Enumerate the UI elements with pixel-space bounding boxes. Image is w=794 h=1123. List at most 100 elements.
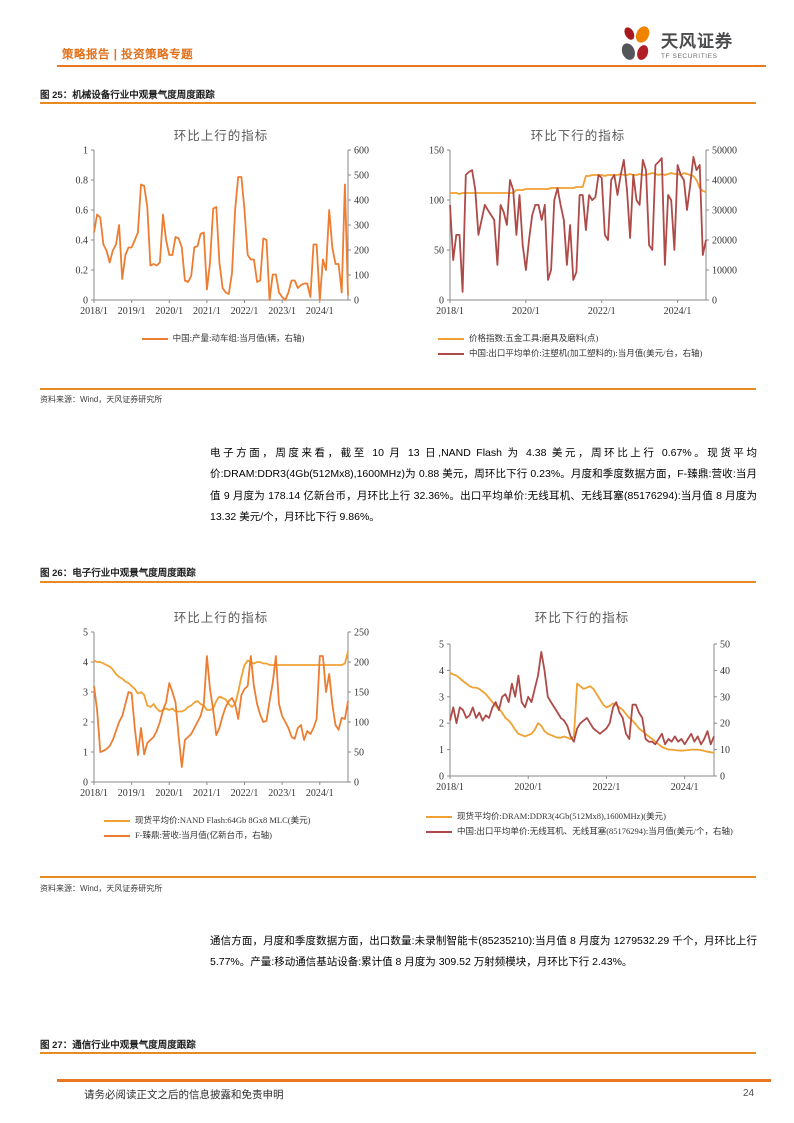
footer-divider <box>57 1079 771 1082</box>
legend-line-icon <box>104 820 130 822</box>
chart-text: 环比下行的指标 <box>535 610 630 625</box>
chart-text: 环比上行的指标 <box>174 128 269 143</box>
legend-label: 现货平均价:NAND Flash:64Gb 8Gx8 MLC(美元) <box>135 815 311 825</box>
logo-subtitle: TF SECURITIES <box>661 52 718 60</box>
chart-text: 4 <box>83 658 88 669</box>
chart-text: 2018/1 <box>436 306 464 317</box>
chart-text: 20000 <box>712 236 737 247</box>
chart-legend: 中国:产量:动车组:当月值(辆，右轴) <box>48 333 398 344</box>
chart-text: 10000 <box>712 266 737 277</box>
chart-text: 2023/1 <box>268 306 296 317</box>
figure25-caption: 图 25：机械设备行业中观景气度周度跟踪 <box>40 90 215 101</box>
chart-text: 0 <box>439 772 444 783</box>
tf-securities-logo: 天风证券 TF SECURITIES <box>617 24 733 69</box>
chart-legend: 价格指数:五金工具:磨具及磨料(点) 中国:出口平均单价:注塑机(加工塑料的):当… <box>410 333 766 359</box>
legend-label: F-臻鼎:营收:当月值(亿新台币，右轴) <box>135 830 272 840</box>
chart-text: 50 <box>434 246 444 257</box>
chart-text: 100 <box>429 196 444 207</box>
chart-text: 0 <box>354 778 359 789</box>
chart-text: 30 <box>720 692 730 703</box>
chart-text: 1 <box>83 748 88 759</box>
chart-text: 40 <box>720 666 730 677</box>
chart-text: 200 <box>354 246 369 257</box>
chart-text: 10 <box>720 745 730 756</box>
chart-text: 2021/1 <box>193 306 221 317</box>
chart-text: 2024/1 <box>664 306 692 317</box>
legend-line-icon <box>104 835 130 837</box>
chart-text: 2024/1 <box>306 306 334 317</box>
chart-text: 环比下行的指标 <box>531 128 626 143</box>
chart-text: 2020/1 <box>512 306 540 317</box>
chart-text: 2022/1 <box>231 788 259 799</box>
figure25-caption-rule <box>40 102 756 104</box>
chart-fig26-up: 环比上行的指标 0 1 2 3 4 5 0 50 100 150 200 250 2018/1 2019/1… <box>48 606 398 841</box>
chart-text: 50 <box>354 748 364 759</box>
logo-title: 天风证券 <box>661 32 733 52</box>
chart-text: 0 <box>439 296 444 307</box>
chart-text: 0 <box>83 296 88 307</box>
legend-label: 价格指数:五金工具:磨具及磨料(点) <box>469 333 599 343</box>
legend-line-icon <box>438 353 464 355</box>
chart-text: 2019/1 <box>118 306 146 317</box>
breadcrumb: 策略报告 | 投资策略专题 <box>62 49 194 61</box>
chart-text: 0 <box>720 772 725 783</box>
chart-text: 1 <box>83 146 88 157</box>
chart-fig26-down: 环比下行的指标 0 1 2 3 4 5 0 10 20 30 40 50 2018/1 2020/1 2022… <box>410 606 766 837</box>
chart-text: 150 <box>429 146 444 157</box>
chart-svg-fig25-down: 环比下行的指标 0 50 100 150 0 10000 20000 30000 40000 500… <box>429 128 737 317</box>
chart-text: 2024/1 <box>671 782 699 793</box>
chart-text: 2018/1 <box>80 306 108 317</box>
chart-text: 3 <box>439 692 444 703</box>
chart-text: 200 <box>354 658 369 669</box>
chart-text: 100 <box>354 271 369 282</box>
chart-text: 3 <box>83 688 88 699</box>
chart-text: 20 <box>720 719 730 730</box>
figure27-caption-rule <box>40 1052 756 1054</box>
figure26-bottom-rule <box>40 876 756 878</box>
figure26-caption: 图 26：电子行业中观景气度周度跟踪 <box>40 568 196 579</box>
chart-text: 5 <box>439 640 444 651</box>
chart-text: 300 <box>354 221 369 232</box>
chart-text: 2 <box>83 718 88 729</box>
legend-item: 现货平均价:NAND Flash:64Gb 8Gx8 MLC(美元) <box>104 815 398 826</box>
chart-text: 2022/1 <box>231 306 259 317</box>
legend-label: 中国:出口平均单价:注塑机(加工塑料的):当月值(美元/台，右轴) <box>469 348 703 358</box>
chart-text: 40000 <box>712 176 737 187</box>
chart-text: 0 <box>354 296 359 307</box>
legend-item: F-臻鼎:营收:当月值(亿新台币，右轴) <box>104 830 398 841</box>
chart-text: 500 <box>354 171 369 182</box>
page-number: 24 <box>743 1088 755 1099</box>
chart-text: 2 <box>439 719 444 730</box>
legend-item: 中国:产量:动车组:当月值(辆，右轴) <box>141 333 305 344</box>
chart-text: 4 <box>439 666 444 677</box>
chart-text: 2023/1 <box>268 788 296 799</box>
electronics-paragraph: 电子方面，周度来看，截至 10 月 13 日,NAND Flash 为 4.38… <box>210 447 757 524</box>
chart-text: 2018/1 <box>80 788 108 799</box>
legend-label: 中国:产量:动车组:当月值(辆，右轴) <box>172 333 305 343</box>
chart-text: 5 <box>83 628 88 639</box>
header-divider <box>57 65 766 67</box>
legend-item: 中国:出口平均单价:无线耳机、无线耳塞(85176294):当月值(美元/个，右… <box>426 826 766 837</box>
chart-text: 2022/1 <box>588 306 616 317</box>
chart-text: 50000 <box>712 146 737 157</box>
chart-text: 250 <box>354 628 369 639</box>
figure26-source: 资料来源：Wind，天风证券研究所 <box>40 884 163 893</box>
chart-svg-fig25-up: 环比上行的指标 0 0.2 0.4 0.6 0.8 1 0 100 200 300 400 500 600… <box>76 128 370 317</box>
legend-label: 现货平均价:DRAM:DDR3(4Gb(512Mx8),1600MHz)(美元) <box>457 811 666 821</box>
footer-disclaimer: 请务必阅读正文之后的信息披露和免责申明 <box>84 1089 284 1101</box>
chart-text: 2021/1 <box>193 788 221 799</box>
figure26-caption-rule <box>40 581 756 583</box>
chart-text: 环比上行的指标 <box>174 610 269 625</box>
figure27-caption: 图 27：通信行业中观景气度周度跟踪 <box>40 1040 196 1051</box>
chart-fig25-down: 环比下行的指标 0 50 100 150 0 10000 20000 30000 40000 500… <box>410 124 766 359</box>
chart-text: 2020/1 <box>514 782 542 793</box>
chart-text: 400 <box>354 196 369 207</box>
chart-text: 0 <box>712 296 717 307</box>
legend-item: 中国:出口平均单价:注塑机(加工塑料的):当月值(美元/台，右轴) <box>438 348 766 359</box>
chart-text: 2020/1 <box>155 788 183 799</box>
chart-text: 1 <box>439 745 444 756</box>
chart-text: 0.4 <box>76 236 89 247</box>
legend-label: 中国:出口平均单价:无线耳机、无线耳塞(85176294):当月值(美元/个，右… <box>457 826 733 836</box>
